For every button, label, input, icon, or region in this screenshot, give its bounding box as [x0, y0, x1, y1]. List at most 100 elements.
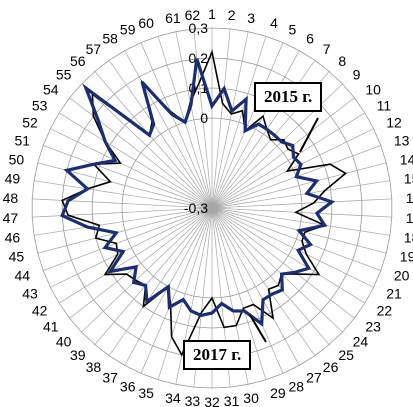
category-label: 5 — [289, 22, 297, 38]
category-label: 6 — [306, 30, 314, 46]
category-label: 21 — [386, 285, 402, 301]
category-label: 58 — [102, 30, 118, 46]
category-label: 42 — [32, 303, 48, 319]
category-label: 19 — [400, 249, 413, 265]
grid-spoke-49 — [34, 180, 213, 209]
category-label: 44 — [15, 267, 31, 283]
category-label: 3 — [247, 10, 255, 26]
category-label: 29 — [270, 385, 286, 401]
category-label: 46 — [5, 229, 21, 245]
category-label: 18 — [404, 229, 413, 245]
callout-2017-label: 2017 г. — [183, 340, 252, 370]
grid-spoke-51 — [43, 145, 213, 209]
grid-spoke-11 — [211, 112, 365, 209]
category-label: 31 — [224, 393, 240, 407]
category-label: 53 — [32, 97, 48, 113]
grid-spoke-54 — [69, 97, 213, 209]
grid-spoke-53 — [59, 112, 213, 209]
grid-spoke-25 — [211, 207, 330, 345]
grid-spoke-3 — [211, 31, 249, 209]
grid-spoke-38 — [108, 207, 213, 356]
category-label: 37 — [102, 370, 118, 386]
category-label: 38 — [86, 359, 102, 375]
grid-spoke-56 — [94, 71, 213, 209]
radial-tick-label: 0,3 — [189, 20, 209, 36]
radial-tick-label: 0 — [200, 110, 208, 126]
callout-leaders — [249, 117, 319, 343]
grid-spoke-39 — [94, 207, 213, 345]
grid-spoke-59 — [140, 42, 213, 209]
category-label: 28 — [289, 378, 305, 394]
grid-spoke-28 — [211, 207, 284, 374]
category-label: 45 — [9, 249, 25, 265]
grid-spoke-29 — [211, 207, 267, 380]
category-label: 34 — [165, 390, 181, 406]
grid-spoke-5 — [211, 42, 284, 209]
category-label: 39 — [70, 347, 86, 363]
callout-2015-label: 2015 г. — [254, 82, 323, 112]
category-label: 11 — [377, 97, 392, 113]
grid-spoke-23 — [211, 207, 355, 319]
category-label: 41 — [43, 319, 59, 335]
grid-spoke-26 — [211, 207, 316, 356]
category-label: 59 — [120, 22, 136, 38]
grid-spoke-12 — [211, 128, 374, 209]
category-label: 9 — [353, 66, 361, 82]
category-label: 51 — [15, 133, 31, 149]
category-label: 62 — [185, 7, 201, 23]
grid-spoke-58 — [124, 50, 213, 209]
grid-spoke-4 — [211, 36, 267, 209]
category-label: 43 — [22, 285, 38, 301]
grid-spoke-44 — [43, 207, 213, 271]
grid-spoke-18 — [211, 207, 390, 236]
grid-spoke-55 — [81, 83, 213, 209]
grid-spoke-41 — [69, 207, 213, 319]
category-label: 27 — [306, 370, 322, 386]
category-label: 13 — [394, 133, 410, 149]
category-label: 25 — [338, 347, 354, 363]
grid-spoke-52 — [50, 128, 213, 209]
grid-spoke-16 — [211, 198, 392, 209]
category-label: 61 — [165, 10, 181, 26]
grid-spoke-17 — [211, 207, 392, 218]
grid-spoke-36 — [140, 207, 213, 374]
category-label: 54 — [43, 81, 59, 97]
category-label: 12 — [386, 115, 402, 131]
category-label: 55 — [56, 66, 72, 82]
radial-tick-label: -0,3 — [184, 200, 208, 216]
category-label: 17 — [406, 210, 413, 226]
category-label: 56 — [70, 53, 86, 69]
radar-series — [60, 49, 347, 357]
radial-tick-label: 0,2 — [189, 50, 209, 66]
grid-spoke-21 — [211, 207, 374, 288]
grid-spoke-57 — [108, 60, 213, 209]
grid-spoke-10 — [211, 97, 355, 209]
grid-spoke-6 — [211, 50, 300, 209]
category-label: 15 — [404, 171, 413, 187]
grid-spoke-35 — [157, 207, 213, 380]
category-label: 32 — [204, 394, 220, 407]
grid-spoke-42 — [59, 207, 213, 304]
category-label: 60 — [138, 15, 154, 31]
category-label: 1 — [208, 6, 216, 22]
category-label: 48 — [3, 190, 19, 206]
grid-spoke-45 — [37, 207, 213, 254]
grid-spoke-15 — [211, 180, 390, 209]
grid-spoke-14 — [211, 162, 387, 209]
category-labels: 1234567891011121314151617181920212223242… — [3, 6, 413, 407]
category-label: 26 — [323, 359, 339, 375]
series-line-2017 — [60, 58, 336, 327]
category-label: 36 — [120, 378, 136, 394]
category-label: 50 — [9, 151, 25, 167]
category-label: 35 — [138, 385, 154, 401]
category-label: 14 — [400, 151, 413, 167]
category-label: 2 — [228, 7, 236, 23]
grid-spoke-27 — [211, 207, 300, 366]
category-label: 40 — [56, 334, 72, 350]
grid-spoke-43 — [50, 207, 213, 288]
leader-line-2015 — [299, 117, 319, 153]
category-label: 24 — [353, 334, 369, 350]
category-label: 52 — [22, 115, 38, 131]
category-label: 7 — [323, 41, 331, 57]
